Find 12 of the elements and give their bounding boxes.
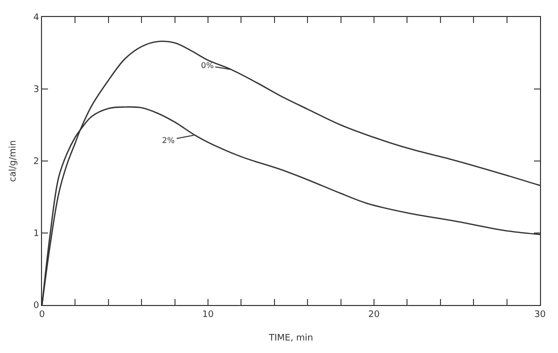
x-axis-title: TIME, min [268,334,314,344]
y-tick-label: 2 [33,157,40,168]
y-tick-label: 1 [33,229,40,240]
x-tick-label: 20 [368,310,380,320]
y-tick-label: 4 [33,13,40,24]
y-axis-title: cal/g/min [8,140,19,182]
annotation: 0% [201,61,214,70]
x-tick-label: 30 [534,310,546,320]
annotation: 2% [162,136,176,145]
x-tick-label: 10 [202,310,214,320]
y-tick-label: 3 [33,85,40,96]
y-tick-label: 0 [33,301,40,312]
